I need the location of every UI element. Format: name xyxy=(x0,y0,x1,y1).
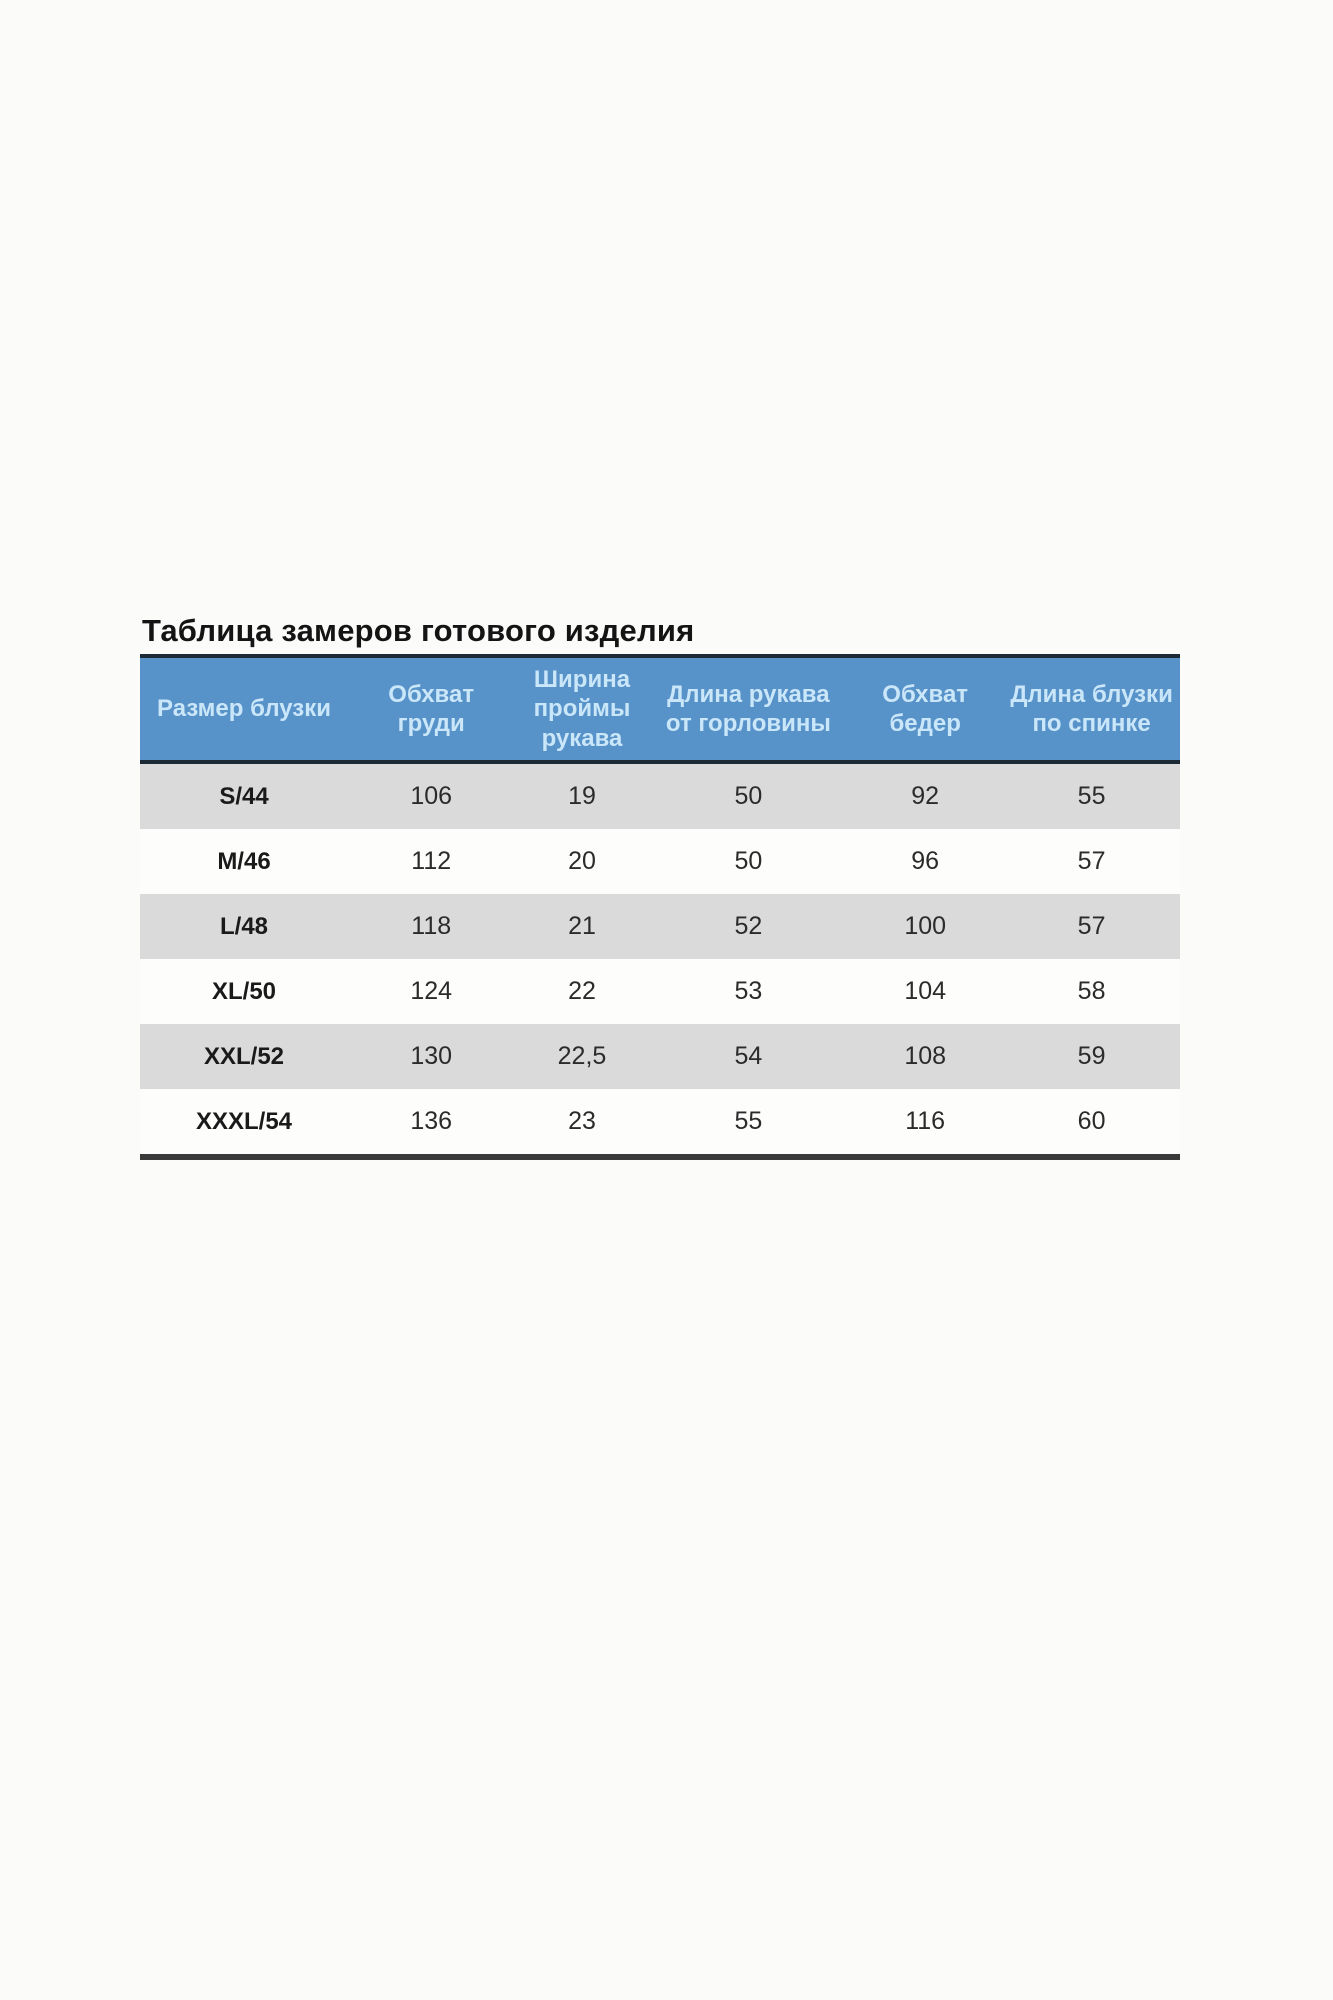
value-cell: 23 xyxy=(514,1089,650,1158)
table-row: L/48 118 21 52 100 57 xyxy=(140,894,1180,960)
column-header-2: Ширина проймы рукава xyxy=(514,656,650,765)
value-cell: 50 xyxy=(649,762,848,830)
column-header-0: Размер блузки xyxy=(140,656,348,765)
value-cell: 106 xyxy=(348,762,515,830)
value-cell: 19 xyxy=(514,762,650,830)
size-cell: M/46 xyxy=(140,829,348,895)
value-cell: 58 xyxy=(1003,959,1180,1025)
value-cell: 20 xyxy=(514,829,650,895)
size-cell: S/44 xyxy=(140,762,348,830)
value-cell: 100 xyxy=(847,894,1004,960)
column-header-1: Обхват груди xyxy=(348,656,515,765)
table-row: M/46 112 20 50 96 57 xyxy=(140,829,1180,895)
value-cell: 96 xyxy=(847,829,1004,895)
value-cell: 108 xyxy=(847,1024,1004,1090)
value-cell: 22,5 xyxy=(514,1024,650,1090)
column-header-5: Длина блузки по спинке xyxy=(1003,656,1180,765)
value-cell: 54 xyxy=(649,1024,848,1090)
table-header-row: Размер блузки Обхват груди Ширина проймы р… xyxy=(140,656,1180,765)
size-cell: XXXL/54 xyxy=(140,1089,348,1158)
value-cell: 57 xyxy=(1003,894,1180,960)
value-cell: 92 xyxy=(847,762,1004,830)
size-cell: XL/50 xyxy=(140,959,348,1025)
value-cell: 136 xyxy=(348,1089,515,1158)
value-cell: 55 xyxy=(649,1089,848,1158)
value-cell: 21 xyxy=(514,894,650,960)
table-row: XXXL/54 136 23 55 116 60 xyxy=(140,1089,1180,1158)
value-cell: 104 xyxy=(847,959,1004,1025)
value-cell: 57 xyxy=(1003,829,1180,895)
size-table: Размер блузки Обхват груди Ширина проймы р… xyxy=(140,654,1180,1161)
column-header-4: Обхват бедер xyxy=(847,656,1004,765)
value-cell: 53 xyxy=(649,959,848,1025)
value-cell: 116 xyxy=(847,1089,1004,1158)
value-cell: 124 xyxy=(348,959,515,1025)
table-row: XXL/52 130 22,5 54 108 59 xyxy=(140,1024,1180,1090)
size-chart-section: Таблица замеров готового изделия Размер … xyxy=(140,613,1180,1161)
value-cell: 52 xyxy=(649,894,848,960)
table-row: S/44 106 19 50 92 55 xyxy=(140,762,1180,830)
value-cell: 55 xyxy=(1003,762,1180,830)
value-cell: 50 xyxy=(649,829,848,895)
size-cell: L/48 xyxy=(140,894,348,960)
value-cell: 22 xyxy=(514,959,650,1025)
value-cell: 130 xyxy=(348,1024,515,1090)
size-cell: XXL/52 xyxy=(140,1024,348,1090)
column-header-3: Длина рукава от горловины xyxy=(649,656,848,765)
value-cell: 112 xyxy=(348,829,515,895)
value-cell: 60 xyxy=(1003,1089,1180,1158)
page-title: Таблица замеров готового изделия xyxy=(142,613,695,648)
table-body: S/44 106 19 50 92 55 M/46 112 20 50 96 57 L/48 118 21 5… xyxy=(140,762,1180,1158)
value-cell: 59 xyxy=(1003,1024,1180,1090)
table-row: XL/50 124 22 53 104 58 xyxy=(140,959,1180,1025)
value-cell: 118 xyxy=(348,894,515,960)
